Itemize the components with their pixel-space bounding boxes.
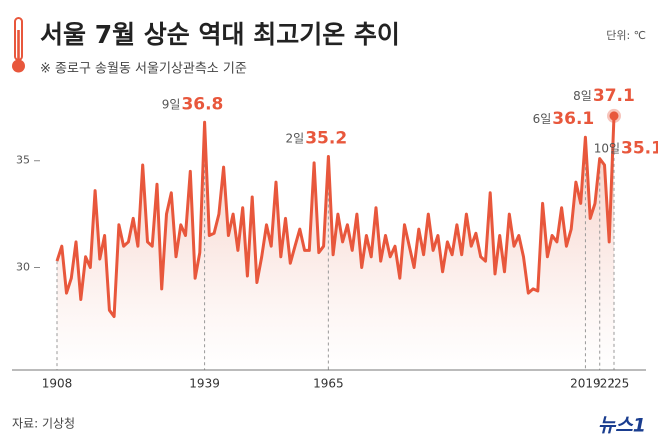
y-tick-label: 35 (16, 154, 30, 167)
line (55, 115, 616, 319)
annotation-day: 8일 (573, 88, 592, 102)
source: 자료: 기상청 (12, 417, 75, 431)
x-tick-label: '25 (611, 377, 630, 391)
annotation-day: 9일 (162, 97, 181, 111)
annotation-value: 37.1 (593, 86, 635, 106)
annotation-day: 2일 (286, 131, 305, 145)
x-tick-label: 2019 (570, 377, 601, 391)
x-tick-label: 1908 (42, 377, 73, 391)
annotation: 2일35.2 (286, 128, 348, 148)
annotation-day: 6일 (533, 112, 552, 126)
subtitle: ※ 종로구 송월동 서울기상관측소 기준 (40, 62, 247, 77)
annotation: 6일36.1 (533, 109, 595, 129)
annotation-value: 35.1 (621, 139, 658, 159)
highlight-point (609, 111, 619, 121)
x-tick-label: '22 (596, 377, 615, 391)
annotation-value: 35.2 (305, 128, 347, 148)
x-tick-label: 1965 (313, 377, 344, 391)
annotation: 10일35.1 (594, 139, 658, 159)
annotation: 8일37.1 (573, 86, 635, 106)
annotation-value: 36.8 (181, 94, 223, 114)
logo: 뉴스1 (598, 415, 646, 437)
y-tick-label: 30 (16, 261, 30, 274)
unit: 단위: ℃ (606, 29, 646, 42)
annotation-value: 36.1 (552, 109, 594, 129)
x-tick-label: 1939 (189, 377, 220, 391)
thermometer-icon (12, 17, 25, 73)
plot: 30 35 1908 1939 1965 2019'22'25 9일36.8 2일35.2 6일… (12, 86, 658, 391)
annotation: 9일36.8 (162, 94, 224, 114)
annotation-day: 10일 (594, 141, 620, 155)
chart-title: 서울 7월 상순 역대 최고기온 추이 (40, 20, 400, 49)
